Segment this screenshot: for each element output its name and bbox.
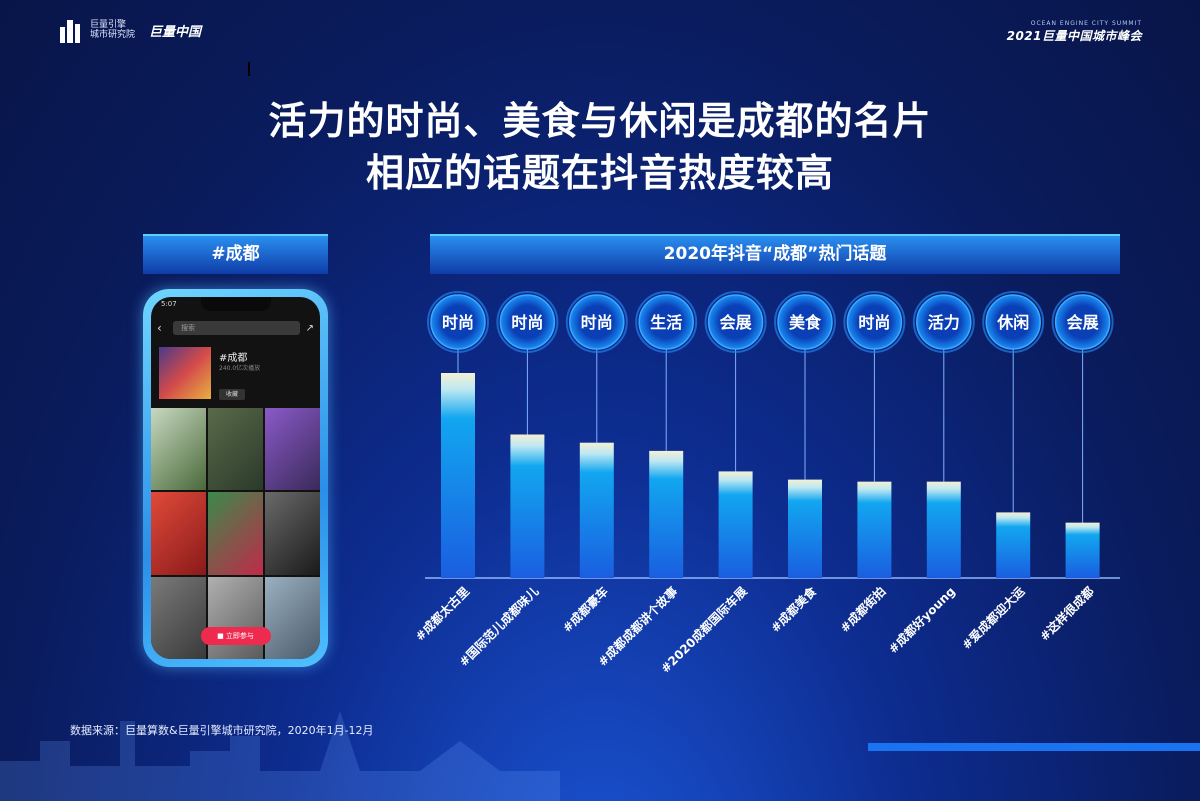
bar bbox=[1065, 522, 1100, 578]
tag-circle-ring bbox=[565, 291, 628, 353]
city-logo-icon bbox=[60, 20, 80, 43]
tag-circle-ring bbox=[774, 291, 836, 353]
city-skyline-decoration bbox=[0, 711, 560, 801]
summit-title: 2021巨量中国城市峰会 bbox=[1006, 29, 1142, 43]
tag-circle bbox=[707, 294, 764, 350]
video-thumb[interactable] bbox=[151, 576, 206, 659]
phone-mockup: 5:07 ‹ 搜索 ↗ #成都 240.0亿次播放 收藏 ■ 立即参与 bbox=[143, 289, 328, 667]
left-panel-header: #成都 bbox=[143, 234, 328, 274]
tag-circle bbox=[916, 294, 972, 350]
brand-right: OCEAN ENGINE CITY SUMMIT 2021巨量中国城市峰会 bbox=[1007, 20, 1142, 44]
tag-label: 时尚 bbox=[511, 313, 543, 332]
video-thumb[interactable] bbox=[151, 492, 206, 575]
tag-circle-ring bbox=[427, 291, 489, 353]
bar bbox=[996, 512, 1031, 578]
favorite-button[interactable]: 收藏 bbox=[219, 389, 245, 400]
video-thumb[interactable] bbox=[208, 492, 263, 575]
video-thumb[interactable] bbox=[208, 576, 263, 659]
title-line-2: 相应的话题在抖音热度较高 bbox=[365, 151, 834, 195]
category-label: #成都美食 bbox=[767, 583, 819, 635]
tag-label: 会展 bbox=[720, 313, 753, 332]
page-title: 活力的时尚、美食与休闲是成都的名片 相应的话题在抖音热度较高 bbox=[0, 95, 1200, 199]
tag-circle bbox=[1054, 294, 1111, 350]
tag-circle-ring bbox=[843, 291, 906, 353]
accent-bar bbox=[868, 743, 1200, 751]
tag-circle bbox=[846, 294, 903, 350]
tag-circle bbox=[499, 294, 556, 350]
tag-circle-ring bbox=[704, 291, 767, 353]
tag-circle bbox=[430, 294, 486, 350]
tag-label: 活力 bbox=[928, 313, 960, 332]
bar bbox=[788, 479, 822, 578]
tag-label: 会展 bbox=[1067, 313, 1100, 332]
join-button[interactable]: ■ 立即参与 bbox=[200, 627, 271, 645]
tag-label: 时尚 bbox=[442, 313, 474, 332]
brand-logo-text: 巨量中国 bbox=[149, 24, 202, 40]
text-cursor bbox=[248, 62, 250, 76]
tag-circle-ring bbox=[912, 291, 975, 353]
video-thumb[interactable] bbox=[265, 576, 320, 659]
category-label: #成都好young bbox=[885, 584, 958, 657]
tag-circle bbox=[569, 294, 625, 350]
join-label: 立即参与 bbox=[225, 632, 254, 640]
camera-icon: ■ bbox=[217, 632, 226, 640]
video-thumb[interactable] bbox=[265, 408, 320, 491]
tag-circle bbox=[638, 294, 694, 350]
tag-circle bbox=[985, 294, 1041, 350]
category-label: #这样很成都 bbox=[1037, 584, 1097, 644]
topic-name: #成都 bbox=[219, 353, 248, 364]
tag-label: 时尚 bbox=[581, 313, 613, 332]
video-grid bbox=[151, 408, 320, 659]
category-label: #爱成都迎大运 bbox=[959, 584, 1028, 653]
tag-circle-ring bbox=[496, 291, 559, 353]
tag-label: 美食 bbox=[789, 313, 822, 332]
tag-label: 休闲 bbox=[996, 313, 1029, 332]
phone-screen: 5:07 ‹ 搜索 ↗ #成都 240.0亿次播放 收藏 ■ 立即参与 bbox=[151, 297, 320, 659]
bar bbox=[857, 481, 892, 578]
share-icon[interactable]: ↗ bbox=[305, 322, 314, 334]
video-thumb[interactable] bbox=[265, 492, 320, 575]
brand-left: 巨量引擎 城市研究院 巨量中国 bbox=[58, 17, 201, 43]
tag-circle-ring bbox=[1051, 291, 1114, 353]
bar bbox=[926, 481, 961, 578]
topic-play-count: 240.0亿次播放 bbox=[219, 365, 261, 372]
tag-circle-ring bbox=[635, 291, 698, 353]
bar bbox=[510, 434, 545, 578]
phone-topbar: ‹ 搜索 ↗ bbox=[157, 319, 314, 337]
tag-label: 生活 bbox=[650, 313, 682, 332]
back-icon[interactable]: ‹ bbox=[157, 321, 162, 335]
title-line-1: 活力的时尚、美食与休闲是成都的名片 bbox=[268, 99, 932, 143]
category-label: #成都街拍 bbox=[837, 584, 889, 636]
phone-notch bbox=[200, 297, 271, 311]
bar bbox=[579, 442, 614, 578]
summit-subtitle: OCEAN ENGINE CITY SUMMIT bbox=[1030, 20, 1142, 27]
category-label: #成都豪车 bbox=[559, 584, 611, 636]
tag-circle bbox=[777, 294, 833, 350]
category-label: #成都太古里 bbox=[412, 584, 472, 644]
status-time: 5:07 bbox=[161, 300, 177, 308]
bar bbox=[718, 471, 753, 578]
topic-thumbnail bbox=[159, 347, 211, 399]
tag-circle-ring bbox=[982, 291, 1045, 353]
video-thumb[interactable] bbox=[208, 408, 263, 491]
chart-header: 2020年抖音“成都”热门话题 bbox=[430, 234, 1120, 274]
brand-org-name: 巨量引擎 城市研究院 bbox=[90, 20, 136, 40]
bar bbox=[649, 450, 684, 578]
bar bbox=[441, 373, 475, 578]
tag-label: 时尚 bbox=[858, 313, 890, 332]
phone-search-input[interactable]: 搜索 bbox=[173, 321, 300, 335]
video-thumb[interactable] bbox=[151, 408, 206, 491]
source-note: 数据来源：巨量算数&巨量引擎城市研究院，2020年1月-12月 bbox=[70, 724, 374, 737]
